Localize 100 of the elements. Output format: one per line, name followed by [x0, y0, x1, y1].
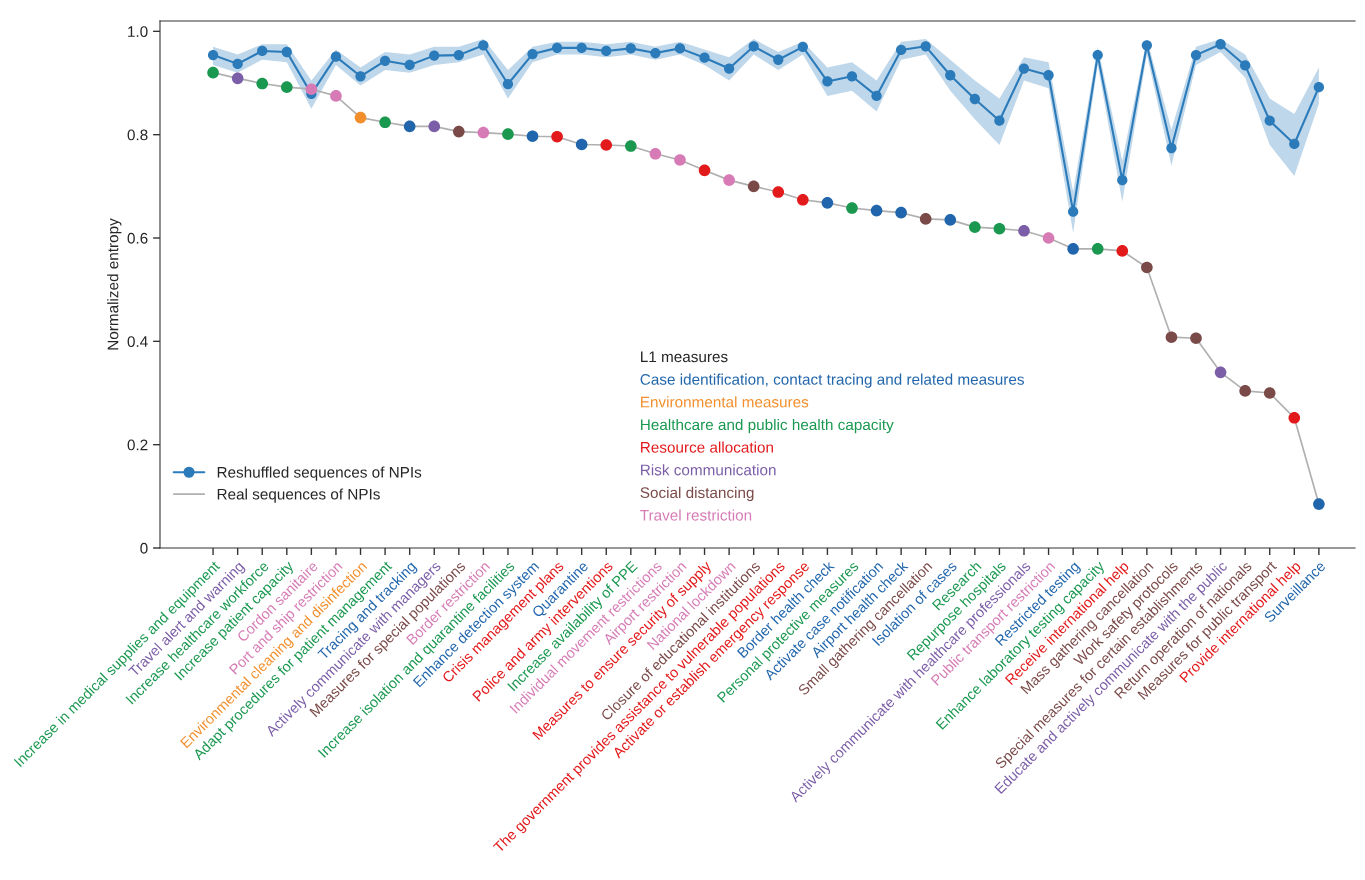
point — [379, 116, 391, 129]
point — [1264, 115, 1275, 126]
text: Travel restriction — [640, 509, 752, 521]
point — [1240, 60, 1251, 71]
point — [625, 140, 637, 152]
point — [1313, 81, 1325, 93]
point — [870, 204, 883, 217]
point — [330, 51, 342, 62]
point — [821, 197, 834, 209]
point — [379, 55, 391, 66]
point — [699, 52, 710, 63]
point — [846, 71, 858, 82]
legend-title: L1 measures — [641, 351, 728, 363]
point — [527, 48, 538, 60]
point — [625, 43, 636, 54]
point — [354, 111, 367, 124]
point — [429, 50, 440, 61]
point — [207, 66, 219, 79]
point — [1190, 332, 1202, 345]
point — [281, 46, 292, 58]
point — [256, 77, 269, 90]
point — [1141, 40, 1153, 51]
legend-label: Reshuffled sequences of NPIs — [217, 466, 422, 481]
point — [601, 45, 612, 57]
point — [773, 54, 784, 65]
point — [1018, 224, 1030, 237]
point — [1239, 385, 1251, 397]
point — [355, 71, 366, 82]
text: Social distancing — [640, 486, 754, 502]
point — [650, 47, 661, 59]
point — [1313, 498, 1325, 510]
point — [895, 44, 907, 56]
point — [920, 41, 931, 52]
y-tick-label: 0 — [140, 542, 148, 554]
point — [453, 49, 464, 61]
point — [478, 40, 489, 51]
point — [797, 193, 809, 206]
point — [1141, 261, 1153, 274]
text: Resource allocation — [641, 441, 773, 453]
point — [1289, 138, 1300, 150]
point — [330, 90, 342, 102]
point — [600, 139, 613, 151]
point — [1018, 63, 1030, 74]
point — [1067, 243, 1079, 255]
text: Case identification, contact tracing and related measures — [640, 373, 1024, 388]
point — [1116, 245, 1129, 257]
point — [403, 120, 416, 133]
point — [822, 76, 833, 87]
point — [1190, 49, 1202, 61]
y-tick-label: 0.8 — [127, 129, 148, 141]
point — [1215, 39, 1226, 50]
point — [846, 202, 858, 214]
point — [280, 81, 293, 93]
y-tick-label: 1.0 — [128, 26, 148, 38]
point — [723, 63, 735, 74]
point — [502, 128, 514, 140]
point — [453, 125, 465, 138]
point — [871, 90, 882, 102]
point — [1166, 142, 1177, 154]
point — [674, 43, 686, 54]
point — [797, 41, 808, 52]
point — [428, 120, 441, 133]
point — [1165, 331, 1178, 344]
point — [1288, 411, 1301, 424]
point — [1043, 70, 1054, 81]
point — [1263, 387, 1276, 399]
point — [231, 72, 244, 85]
point — [576, 42, 587, 54]
point — [1214, 366, 1227, 379]
point — [575, 138, 588, 151]
point — [1091, 243, 1104, 255]
point — [919, 213, 932, 225]
point — [551, 130, 563, 143]
point — [305, 83, 318, 96]
point — [551, 42, 563, 54]
point — [404, 59, 415, 71]
point — [649, 147, 662, 160]
point — [748, 41, 759, 52]
y-tick-label: 0.4 — [127, 336, 148, 348]
point — [1117, 174, 1128, 186]
point — [1092, 49, 1103, 61]
y-tick-label: 0.6 — [127, 232, 148, 244]
text: Environmental measures — [641, 396, 809, 408]
point — [994, 115, 1005, 126]
point — [674, 154, 686, 166]
point — [207, 49, 219, 61]
point — [477, 126, 490, 139]
point — [257, 45, 268, 57]
y-tick-label: 0.2 — [127, 439, 148, 451]
point — [945, 70, 956, 81]
text: Healthcare and public health capacity — [641, 418, 894, 434]
point — [993, 222, 1006, 235]
legend-label: Real sequences of NPIs — [217, 488, 380, 503]
point — [1042, 232, 1055, 244]
point — [232, 58, 243, 70]
point — [772, 186, 785, 198]
point — [969, 221, 981, 233]
point — [1067, 206, 1079, 217]
point — [969, 93, 980, 105]
point — [526, 130, 539, 143]
